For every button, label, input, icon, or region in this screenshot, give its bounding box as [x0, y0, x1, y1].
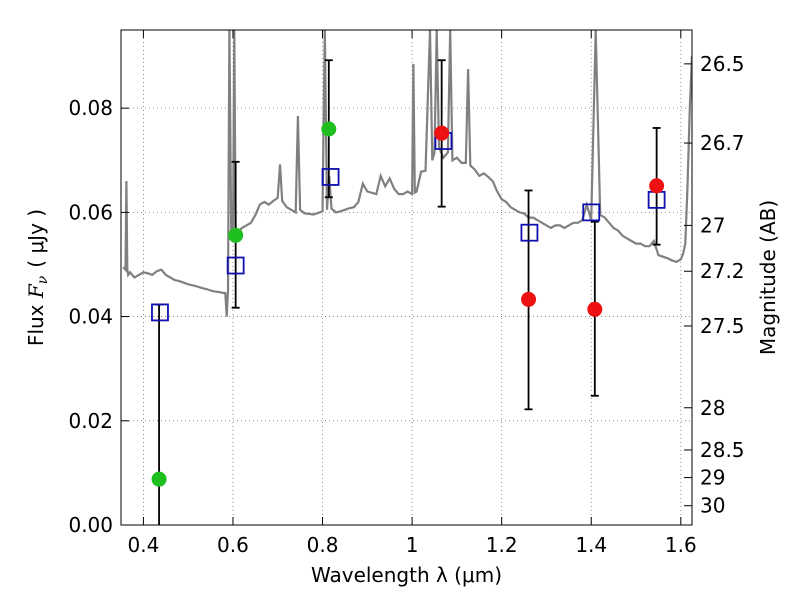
model-photometry-square: [520, 223, 539, 242]
right-tick-label: 27: [700, 213, 725, 237]
y-tick-label: 0.08: [68, 96, 113, 120]
x-tick-label: 0.8: [307, 533, 339, 557]
y-tick-label: 0.02: [68, 409, 113, 433]
right-tick-label: 28: [700, 396, 725, 420]
grid: [121, 30, 692, 526]
y-tick-label: 0.06: [68, 200, 113, 224]
right-tick-label: 29: [700, 466, 725, 490]
x-tick-label: 0.4: [127, 533, 159, 557]
y-tick-label: 0.04: [68, 305, 113, 329]
model-spectrum-line: [122, 30, 692, 317]
y-axis-label-right: Magnitude (AB): [756, 200, 780, 355]
x-tick-label: 0.6: [217, 533, 249, 557]
green-data-point: [321, 121, 337, 137]
model-photometry-square: [321, 168, 340, 186]
right-tick-label: 26.5: [700, 52, 745, 76]
red-data-point: [587, 301, 603, 317]
green-data-point: [151, 471, 167, 487]
axis-ticks: 0.4 0.6 0.8 1 1.2 1.4 1.6 0.00 0.02 0.04 0.06 0.08 2…: [68, 30, 745, 557]
observed-points: [151, 121, 665, 487]
y-tick-label: 0.00: [68, 513, 113, 537]
model-photometry-square: [151, 303, 169, 322]
y-axis-label-unit: ( μJy ): [24, 209, 48, 268]
right-tick-label: 26.7: [700, 131, 745, 155]
y-axis-label-symbol: F: [24, 283, 48, 299]
x-tick-label: 1: [406, 533, 419, 557]
right-tick-label: 27.2: [700, 259, 745, 283]
model-photometry-square: [226, 256, 245, 275]
x-tick-label: 1.2: [486, 533, 518, 557]
model-photometry-squares: [151, 132, 666, 322]
y-axis-label-subscript: ν: [35, 275, 51, 284]
y-axis-label-left: Flux Fν ( μJy ): [24, 209, 51, 346]
red-data-point: [434, 125, 450, 141]
x-axis-label: Wavelength λ (μm): [311, 563, 502, 587]
model-photometry-square: [582, 203, 601, 222]
right-tick-label: 28.5: [700, 438, 745, 462]
right-tick-label: 27.5: [700, 314, 745, 338]
y-axis-label-prefix: Flux: [24, 298, 48, 346]
plot-frame: [120, 29, 693, 526]
red-data-point: [521, 291, 537, 307]
x-tick-label: 1.6: [665, 533, 697, 557]
right-tick-label: 30: [700, 494, 725, 518]
model-spectrum-layer: [122, 30, 692, 317]
red-data-point: [649, 178, 665, 194]
green-data-point: [228, 227, 244, 243]
x-tick-label: 1.4: [575, 533, 607, 557]
